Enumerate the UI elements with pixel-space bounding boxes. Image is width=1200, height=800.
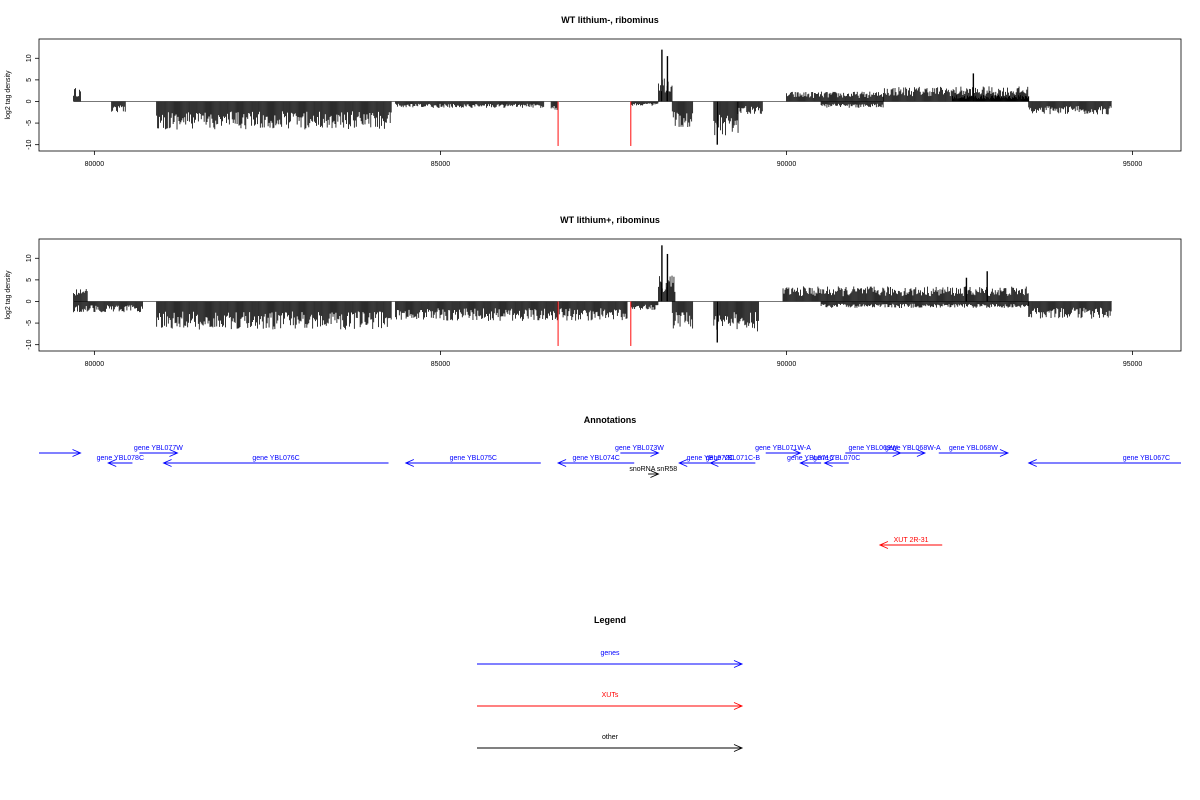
panel-lithium-plus: WT lithium+, ribominus log2 tag density … (5, 215, 1182, 368)
feature-arrowhead (792, 449, 802, 457)
feature-label: gene YBL078C (97, 455, 144, 462)
feature-arrowhead (823, 459, 833, 467)
feature-label: gene YBL074C (572, 455, 619, 462)
feature-arrowhead (650, 470, 660, 478)
plot-frame (38, 38, 1182, 152)
feature-label: XUT 2R-31 (894, 537, 929, 544)
legend-arrowhead (733, 702, 744, 710)
legend-arrowhead (733, 660, 744, 668)
panel-title: WT lithium-, ribominus (561, 15, 659, 25)
feature-group: gene YBL078C gene YBL077W gene YBL076C gene… (39, 445, 1181, 549)
feature-label: snoRNA snR58 (629, 466, 677, 473)
feature-arrowhead (556, 459, 567, 467)
legend-title: Legend (594, 615, 626, 625)
feature-label: gene YBL071C-B (706, 455, 761, 462)
feature-label: gene YBL073W (615, 445, 664, 452)
x-tick-label: 95000 (1123, 361, 1143, 368)
y-tick-label: -5 (26, 320, 33, 326)
feature-arrowhead (650, 449, 660, 457)
y-tick-label: -5 (26, 120, 33, 126)
x-tick-label: 90000 (777, 161, 797, 168)
legend: Legend genes XUTs other (477, 615, 744, 752)
feature-label: gene YBL071W-A (755, 445, 811, 452)
panel-lithium-minus: WT lithium-, ribominus log2 tag density … (5, 15, 1182, 168)
feature-label: gene YBL076C (252, 455, 299, 462)
feature-arrowhead (107, 459, 117, 467)
feature-label: gene YBL068W-A (885, 445, 941, 452)
y-tick-label: 10 (26, 254, 33, 262)
feature-label: gene YBL077W (134, 445, 183, 452)
x-tick-label: 85000 (431, 361, 451, 368)
feature-arrowhead (404, 459, 415, 467)
feature-arrowhead (169, 449, 179, 457)
y-tick-label: 5 (26, 278, 33, 282)
legend-arrowhead (733, 744, 744, 752)
feature-label: gene YBL067C (1123, 455, 1170, 462)
plot-frame (38, 238, 1182, 352)
y-axis-label: log2 tag density (5, 70, 12, 120)
bar-group (73, 49, 1112, 146)
y-tick-label: 0 (26, 99, 33, 103)
y-tick-label: 10 (26, 54, 33, 62)
x-tick-label: 80000 (85, 361, 105, 368)
annotations-title: Annotations (584, 415, 637, 425)
y-tick-label: -10 (26, 340, 33, 350)
feature-arrowhead (999, 449, 1010, 457)
axes: 80000 85000 90000 95000 10 5 0 -5 -10 (26, 54, 1142, 168)
bar-group (73, 245, 1112, 346)
feature-label: gene YBL069W (849, 445, 898, 452)
feature-arrowhead (799, 459, 809, 467)
feature-arrowhead (678, 459, 688, 467)
feature-label: gene YBL075C (450, 455, 497, 462)
panel-title: WT lithium+, ribominus (560, 215, 660, 225)
legend-label: other (602, 734, 619, 741)
legend-label: XUTs (602, 692, 619, 699)
feature-label: gene YBL068W (949, 445, 998, 452)
axes: 80000 85000 90000 95000 10 5 0 -5 -10 (26, 254, 1142, 368)
feature-label: gene YBL071C (787, 455, 834, 462)
x-tick-label: 95000 (1123, 161, 1143, 168)
feature-arrowhead (72, 449, 82, 457)
y-tick-label: -10 (26, 140, 33, 150)
y-axis-label: log2 tag density (5, 270, 12, 320)
feature-arrowhead (709, 459, 719, 467)
feature-arrowhead (1027, 459, 1037, 467)
x-tick-label: 90000 (777, 361, 797, 368)
feature-arrowhead (916, 449, 927, 457)
feature-label: gene YBL072C (687, 455, 734, 462)
feature-arrowhead (878, 541, 889, 549)
feature-label: gene YBL070C (813, 455, 860, 462)
y-tick-label: 5 (26, 78, 33, 82)
feature-arrowhead (162, 459, 172, 467)
legend-items: genes XUTs other (477, 650, 744, 752)
legend-label: genes (600, 650, 620, 657)
x-tick-label: 80000 (85, 161, 105, 168)
x-tick-label: 85000 (431, 161, 451, 168)
y-tick-label: 0 (26, 299, 33, 303)
